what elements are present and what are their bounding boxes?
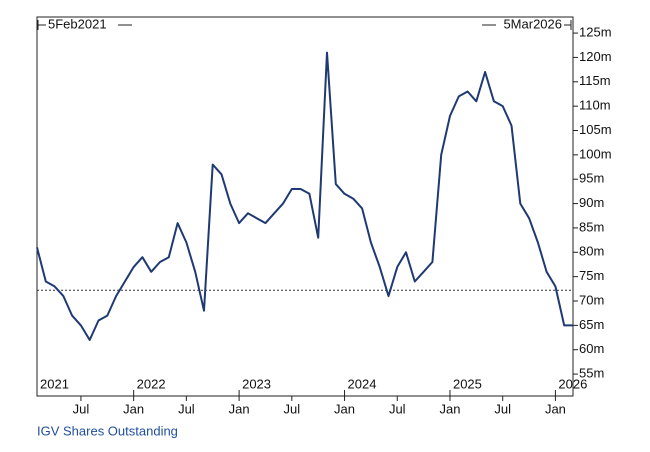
year-label: 2022 [137,376,166,391]
y-tick-label: 85m [579,219,604,234]
x-tick-label: Jan [123,401,144,416]
year-label: 2023 [242,376,271,391]
x-tick-label: Jan [334,401,355,416]
y-tick-label: 90m [579,195,604,210]
y-tick-label: 65m [579,317,604,332]
x-tick-label: Jul [494,401,511,416]
x-tick-label: Jan [229,401,250,416]
y-tick-label: 100m [579,146,612,161]
y-tick-label: 105m [579,122,612,137]
year-label: 2021 [40,376,69,391]
end-label: 5Mar2026 [503,16,562,31]
x-tick-label: Jul [73,401,90,416]
y-tick-label: 120m [579,49,612,64]
y-tick-label: 75m [579,268,604,283]
data-line [36,51,573,341]
x-tick-label: Jan [439,401,460,416]
y-tick-label: 95m [579,171,604,186]
year-label: 2026 [558,376,587,391]
y-tick-label: 70m [579,292,604,307]
start-label: 5Feb2021 [48,16,107,31]
footer: IGV Shares Outstanding [37,423,178,438]
y-tick-label: 125m [579,25,612,40]
year-label: 2025 [453,376,482,391]
y-tick-label: 115m [579,73,611,88]
plot-frame [36,16,574,397]
y-tick-label: 55m [579,366,604,381]
x-tick-label: Jul [178,401,195,416]
year-label: 2024 [348,376,377,391]
x-tick-label: Jul [284,401,301,416]
x-tick-label: Jan [545,401,566,416]
y-tick-label: 80m [579,244,604,259]
x-tick-label: Jul [389,401,406,416]
y-tick-label: 110m [579,98,611,113]
y-tick-label: 60m [579,341,604,356]
